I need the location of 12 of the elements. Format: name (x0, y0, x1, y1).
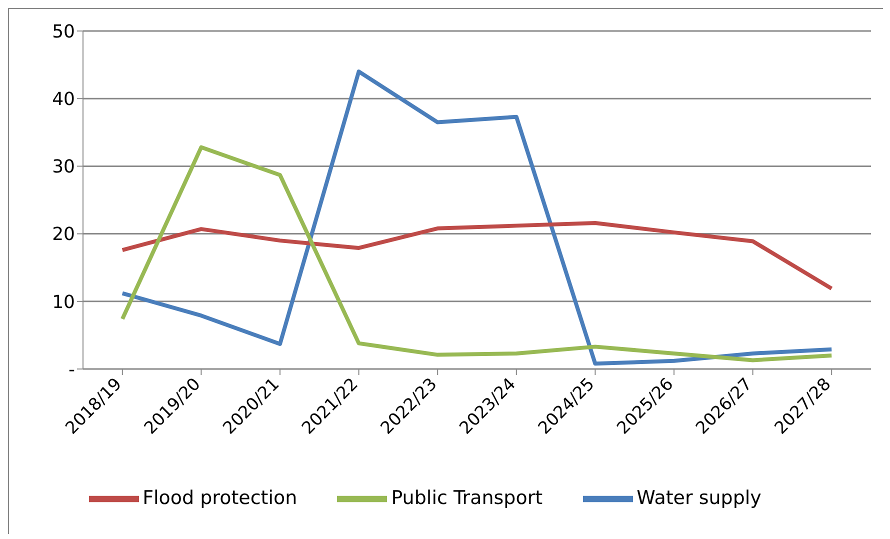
line-series (120, 220, 834, 291)
y-tick-label: 10 (52, 292, 75, 313)
line-series (120, 145, 834, 362)
y-tick-label: 40 (52, 88, 75, 110)
y-tick-label: - (68, 359, 75, 380)
y-tick-label: 30 (52, 156, 75, 178)
legend-label: Water supply (636, 487, 762, 510)
legend-label: Flood protection (142, 487, 298, 510)
legend-label: Public Transport (391, 487, 543, 510)
y-tick-label: 20 (52, 224, 75, 246)
line-series (120, 70, 834, 366)
y-tick-label: 50 (52, 21, 75, 42)
